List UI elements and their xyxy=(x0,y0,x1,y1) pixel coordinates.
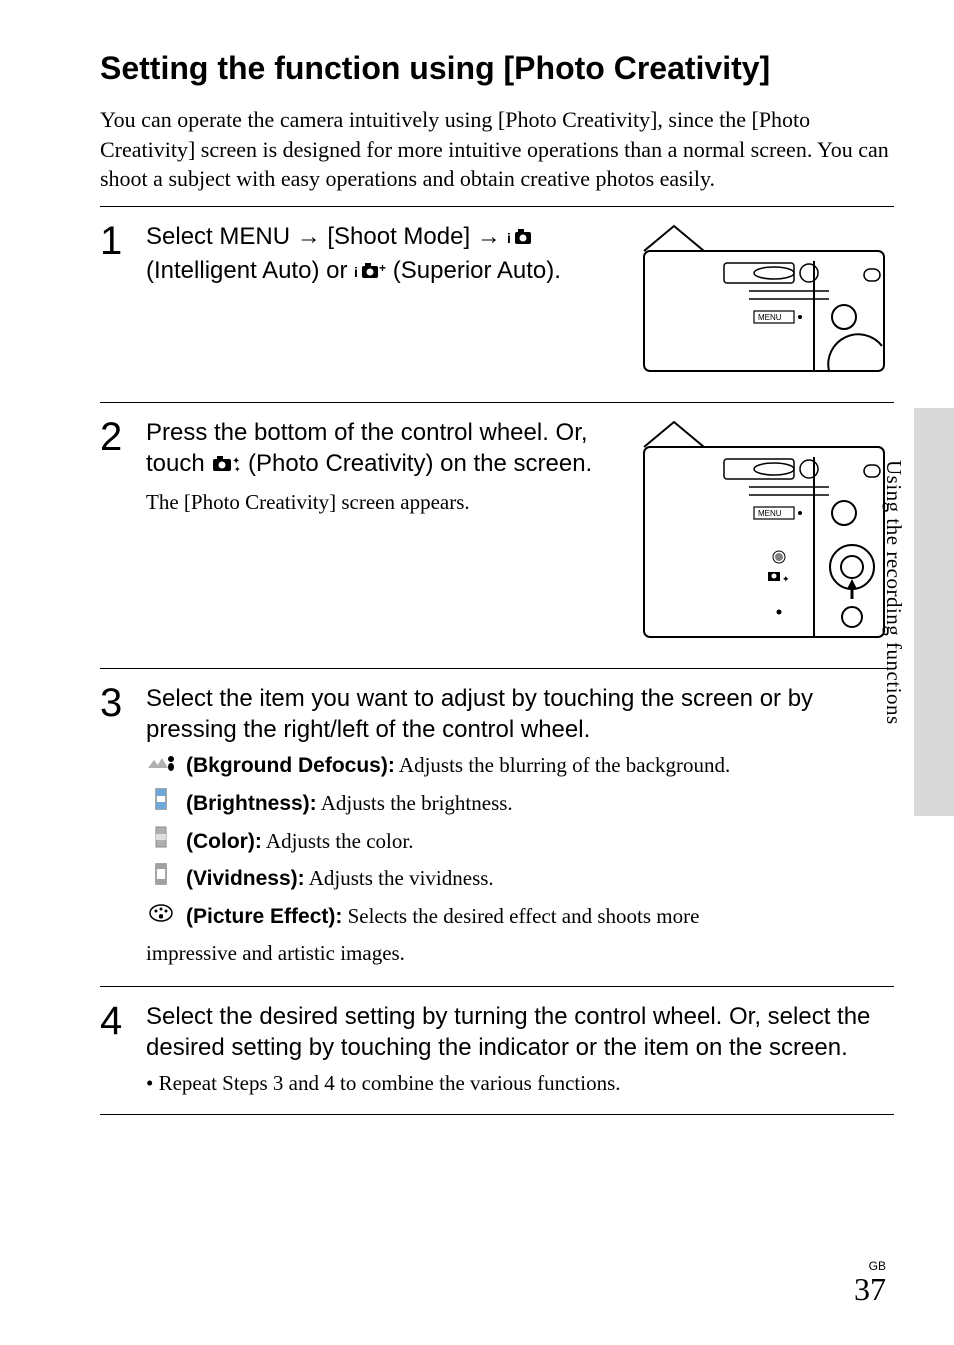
step-3: 3 Select the item you want to adjust by … xyxy=(100,668,894,986)
svg-text:i: i xyxy=(354,264,358,280)
text-fragment: (Intelligent Auto) or xyxy=(146,257,354,284)
defocus-icon xyxy=(146,749,176,782)
vividness-icon xyxy=(146,862,176,895)
step-number: 2 xyxy=(100,417,128,652)
page-title: Setting the function using [Photo Creati… xyxy=(100,50,894,87)
step-2: 2 Press the bottom of the control wheel.… xyxy=(100,402,894,668)
option-label: (Color): xyxy=(186,830,262,853)
arrow-icon: → xyxy=(477,223,501,250)
step-2-text: Press the bottom of the control wheel. O… xyxy=(146,417,614,482)
manual-page: Setting the function using [Photo Creati… xyxy=(0,0,954,1345)
option-color: (Color): Adjusts the color. xyxy=(146,825,894,859)
option-label: (Picture Effect): xyxy=(186,905,342,928)
superior-auto-icon: i+ xyxy=(354,258,386,289)
option-label: (Vividness): xyxy=(186,867,305,890)
text-fragment: (Superior Auto). xyxy=(386,257,561,284)
option-label: (Bkground Defocus): xyxy=(186,754,395,777)
step-4: 4 Select the desired setting by turning … xyxy=(100,986,894,1116)
text-fragment: Select MENU xyxy=(146,223,297,250)
text-fragment: (Photo Creativity) on the screen. xyxy=(241,450,592,477)
page-number: 37 xyxy=(854,1271,886,1307)
step-4-text: Select the desired setting by turning th… xyxy=(146,1001,894,1063)
option-desc: Selects the desired effect and shoots mo… xyxy=(342,904,699,928)
svg-text:✦: ✦ xyxy=(782,574,790,584)
step-1: 1 Select MENU → [Shoot Mode] → i (Intell… xyxy=(100,206,894,402)
option-defocus: (Bkground Defocus): Adjusts the blurring… xyxy=(146,749,894,783)
svg-text:MENU: MENU xyxy=(758,313,782,322)
step-number: 1 xyxy=(100,221,128,386)
option-desc: Adjusts the color. xyxy=(262,829,414,853)
color-icon xyxy=(146,825,176,858)
step-1-illustration: MENU xyxy=(634,221,894,386)
step-2-illustration: MENU ✦ xyxy=(634,417,894,652)
brightness-icon xyxy=(146,787,176,820)
option-effect-continuation: impressive and artistic images. xyxy=(146,937,894,970)
option-picture-effect: (Picture Effect): Selects the desired ef… xyxy=(146,900,894,934)
arrow-icon: → xyxy=(297,223,321,250)
picture-effect-icon xyxy=(146,900,176,933)
option-desc: Adjusts the brightness. xyxy=(317,791,513,815)
text-fragment: [Shoot Mode] xyxy=(321,223,477,250)
step-3-text: Select the item you want to adjust by to… xyxy=(146,683,894,745)
svg-text:i: i xyxy=(507,230,511,246)
option-brightness: (Brightness): Adjusts the brightness. xyxy=(146,787,894,821)
step-1-text: Select MENU → [Shoot Mode] → i (Intellig… xyxy=(146,221,614,289)
svg-text:MENU: MENU xyxy=(758,509,782,518)
page-footer: GB 37 xyxy=(854,1259,886,1305)
step-4-bullet: • Repeat Steps 3 and 4 to combine the va… xyxy=(146,1069,894,1098)
option-vividness: (Vividness): Adjusts the vividness. xyxy=(146,862,894,896)
intelligent-auto-icon: i xyxy=(507,224,533,255)
option-label: (Brightness): xyxy=(186,792,317,815)
step-2-sub: The [Photo Creativity] screen appears. xyxy=(146,488,614,516)
option-desc: Adjusts the blurring of the background. xyxy=(395,753,730,777)
photo-creativity-icon: ✦✦ xyxy=(211,451,241,482)
step-number: 3 xyxy=(100,683,128,970)
option-desc: Adjusts the vividness. xyxy=(305,866,494,890)
step-number: 4 xyxy=(100,1001,128,1099)
intro-paragraph: You can operate the camera intuitively u… xyxy=(100,105,894,194)
